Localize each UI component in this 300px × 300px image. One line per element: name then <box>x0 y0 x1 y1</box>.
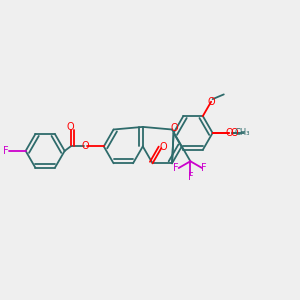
Text: O: O <box>67 122 74 132</box>
Text: O: O <box>207 97 215 107</box>
Text: F: F <box>188 172 193 182</box>
Text: F: F <box>201 163 206 173</box>
Text: F: F <box>173 163 179 173</box>
Text: CH₃: CH₃ <box>235 128 250 137</box>
Text: F: F <box>3 146 8 156</box>
Text: O: O <box>230 128 238 138</box>
Text: O: O <box>225 128 233 138</box>
Text: O: O <box>82 141 89 152</box>
Text: O: O <box>170 123 178 133</box>
Text: O: O <box>159 142 166 152</box>
